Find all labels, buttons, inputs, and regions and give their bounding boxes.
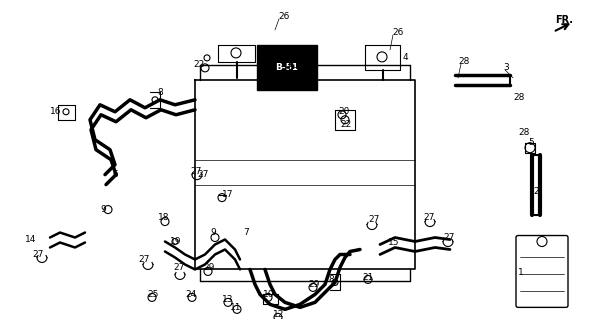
Text: 6: 6	[112, 170, 118, 179]
Text: B-51: B-51	[276, 63, 298, 72]
Text: 27: 27	[443, 233, 455, 242]
Text: 16: 16	[50, 107, 62, 116]
Text: 17: 17	[222, 190, 234, 199]
Text: 4: 4	[403, 53, 409, 62]
Text: 26: 26	[278, 12, 289, 21]
Text: 12: 12	[273, 310, 285, 319]
Text: 27: 27	[173, 263, 184, 272]
Text: 8: 8	[328, 275, 334, 284]
Text: FR.: FR.	[555, 15, 573, 25]
Text: 1: 1	[518, 268, 524, 277]
Text: 7: 7	[243, 228, 249, 237]
Text: 23: 23	[260, 47, 271, 56]
Text: 24: 24	[185, 290, 196, 299]
Text: 29: 29	[203, 263, 214, 272]
Text: 27: 27	[190, 167, 201, 176]
Text: 27: 27	[368, 215, 379, 224]
Text: 14: 14	[25, 235, 37, 244]
Text: 28: 28	[518, 128, 530, 137]
Circle shape	[307, 65, 313, 71]
Text: 27: 27	[32, 250, 43, 259]
Text: 27: 27	[138, 255, 149, 264]
Text: 10: 10	[263, 290, 274, 299]
Text: 11: 11	[230, 303, 241, 312]
Text: 25: 25	[147, 290, 158, 299]
Text: 28: 28	[513, 93, 524, 102]
Text: 8: 8	[157, 88, 163, 97]
Text: 22: 22	[193, 60, 204, 69]
Text: 29: 29	[308, 280, 319, 289]
Text: 2: 2	[533, 187, 539, 196]
Text: 27: 27	[423, 213, 434, 222]
Text: 3: 3	[503, 63, 509, 72]
Text: B-51: B-51	[287, 63, 308, 72]
Text: 9: 9	[210, 228, 216, 237]
Text: 20: 20	[338, 107, 349, 116]
Text: 19: 19	[170, 237, 181, 246]
Text: 5: 5	[528, 138, 534, 147]
Text: 21: 21	[362, 273, 373, 282]
Text: 26: 26	[392, 28, 403, 37]
Text: 27: 27	[197, 170, 208, 179]
Text: 18: 18	[158, 213, 170, 222]
Text: 9: 9	[100, 205, 106, 214]
Text: 22: 22	[340, 120, 351, 129]
Text: 28: 28	[458, 57, 470, 66]
Text: 13: 13	[222, 295, 234, 304]
Text: 15: 15	[388, 238, 400, 247]
